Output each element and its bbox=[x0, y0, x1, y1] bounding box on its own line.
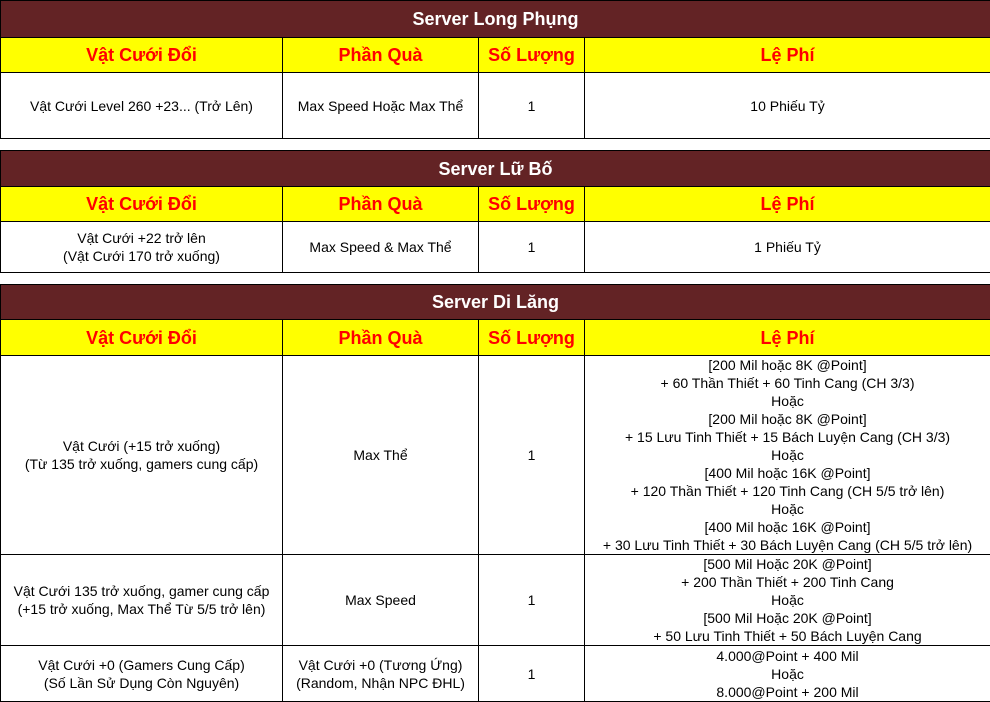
table-row: Vật Cưới (+15 trở xuống)(Từ 135 trở xuốn… bbox=[1, 356, 990, 555]
cell-line: (+15 trở xuống, Max Thể Từ 5/5 trở lên) bbox=[1, 600, 282, 618]
cell-line: Vật Cưới +22 trở lên bbox=[1, 229, 282, 247]
cell-line: Vật Cưới (+15 trở xuống) bbox=[1, 437, 282, 455]
table-row: Vật Cưới +22 trở lên(Vật Cưới 170 trở xu… bbox=[1, 222, 990, 273]
cell-line: (Từ 135 trở xuống, gamers cung cấp) bbox=[1, 455, 282, 473]
column-header-quantity: Số Lượng bbox=[479, 187, 585, 222]
cell-line: (Random, Nhận NPC ĐHL) bbox=[283, 674, 478, 692]
cell-line: Max Speed bbox=[283, 591, 478, 609]
cell-line: Vật Cưới 135 trở xuống, gamer cung cấp bbox=[1, 582, 282, 600]
cell-line: [500 Mil Hoặc 20K @Point] bbox=[585, 609, 990, 627]
cell-line: + 50 Lưu Tinh Thiết + 50 Bách Luyện Cang bbox=[585, 627, 990, 645]
cell-line: Vật Cưới Level 260 +23... (Trở Lên) bbox=[1, 97, 282, 115]
column-header-item: Vật Cưới Đổi bbox=[1, 187, 283, 222]
cell-line: Hoặc bbox=[585, 665, 990, 683]
column-header-reward: Phần Quà bbox=[283, 38, 479, 73]
cell-line: Max Speed Hoặc Max Thể bbox=[283, 97, 478, 115]
column-header-fee: Lệ Phí bbox=[585, 38, 990, 73]
cell-item: Vật Cưới +0 (Gamers Cung Cấp)(Số Lần Sử … bbox=[1, 646, 283, 702]
cell-line: + 15 Lưu Tinh Thiết + 15 Bách Luyện Cang… bbox=[585, 428, 990, 446]
cell-line: 1 Phiếu Tỷ bbox=[585, 238, 990, 256]
cell-line: Vật Cưới +0 (Gamers Cung Cấp) bbox=[1, 656, 282, 674]
server-title: Server Di Lăng bbox=[1, 285, 990, 320]
server-title: Server Long Phụng bbox=[1, 1, 990, 38]
column-header-item: Vật Cưới Đổi bbox=[1, 38, 283, 73]
cell-line: [200 Mil hoặc 8K @Point] bbox=[585, 356, 990, 374]
cell-line: [200 Mil hoặc 8K @Point] bbox=[585, 410, 990, 428]
cell-line: Hoặc bbox=[585, 591, 990, 609]
table-row: Vật Cưới Level 260 +23... (Trở Lên)Max S… bbox=[1, 73, 990, 139]
cell-line: + 120 Thần Thiết + 120 Tinh Cang (CH 5/5… bbox=[585, 482, 990, 500]
cell-line: 4.000@Point + 400 Mil bbox=[585, 647, 990, 665]
cell-fee: 1 Phiếu Tỷ bbox=[585, 222, 990, 273]
column-header-reward: Phần Quà bbox=[283, 187, 479, 222]
cell-quantity: 1 bbox=[479, 73, 585, 139]
cell-line: 10 Phiếu Tỷ bbox=[585, 97, 990, 115]
cell-line: Hoặc bbox=[585, 446, 990, 464]
cell-line: + 200 Thần Thiết + 200 Tinh Cang bbox=[585, 573, 990, 591]
table-row: Vật Cưới +0 (Gamers Cung Cấp)(Số Lần Sử … bbox=[1, 646, 990, 702]
cell-reward: Max Speed & Max Thể bbox=[283, 222, 479, 273]
column-header-quantity: Số Lượng bbox=[479, 38, 585, 73]
cell-line: Max Thể bbox=[283, 446, 478, 464]
cell-fee: [200 Mil hoặc 8K @Point]+ 60 Thần Thiết … bbox=[585, 356, 990, 555]
column-header-reward: Phần Quà bbox=[283, 320, 479, 356]
cell-reward: Max Speed bbox=[283, 555, 479, 646]
cell-line: Hoặc bbox=[585, 500, 990, 518]
cell-item: Vật Cưới 135 trở xuống, gamer cung cấp(+… bbox=[1, 555, 283, 646]
server-title: Server Lữ Bố bbox=[1, 151, 990, 187]
cell-quantity: 1 bbox=[479, 222, 585, 273]
cell-line: (Số Lần Sử Dụng Còn Nguyên) bbox=[1, 674, 282, 692]
table-row: Vật Cưới 135 trở xuống, gamer cung cấp(+… bbox=[1, 555, 990, 646]
column-header-fee: Lệ Phí bbox=[585, 320, 990, 356]
cell-line: Hoặc bbox=[585, 392, 990, 410]
cell-line: [400 Mil hoặc 16K @Point] bbox=[585, 464, 990, 482]
cell-line: [500 Mil Hoặc 20K @Point] bbox=[585, 555, 990, 573]
cell-quantity: 1 bbox=[479, 646, 585, 702]
cell-reward: Vật Cưới +0 (Tương Ứng)(Random, Nhận NPC… bbox=[283, 646, 479, 702]
cell-quantity: 1 bbox=[479, 555, 585, 646]
cell-line: Max Speed & Max Thể bbox=[283, 238, 478, 256]
cell-line: 8.000@Point + 200 Mil bbox=[585, 683, 990, 701]
cell-reward: Max Thể bbox=[283, 356, 479, 555]
cell-quantity: 1 bbox=[479, 356, 585, 555]
cell-fee: 10 Phiếu Tỷ bbox=[585, 73, 990, 139]
cell-line: Vật Cưới +0 (Tương Ứng) bbox=[283, 656, 478, 674]
cell-item: Vật Cưới Level 260 +23... (Trở Lên) bbox=[1, 73, 283, 139]
column-header-item: Vật Cưới Đổi bbox=[1, 320, 283, 356]
cell-reward: Max Speed Hoặc Max Thể bbox=[283, 73, 479, 139]
cell-item: Vật Cưới +22 trở lên(Vật Cưới 170 trở xu… bbox=[1, 222, 283, 273]
cell-line: (Vật Cưới 170 trở xuống) bbox=[1, 247, 282, 265]
column-header-fee: Lệ Phí bbox=[585, 187, 990, 222]
cell-line: [400 Mil hoặc 16K @Point] bbox=[585, 518, 990, 536]
cell-item: Vật Cưới (+15 trở xuống)(Từ 135 trở xuốn… bbox=[1, 356, 283, 555]
column-header-quantity: Số Lượng bbox=[479, 320, 585, 356]
cell-fee: [500 Mil Hoặc 20K @Point]+ 200 Thần Thiế… bbox=[585, 555, 990, 646]
cell-line: + 60 Thần Thiết + 60 Tinh Cang (CH 3/3) bbox=[585, 374, 990, 392]
cell-line: + 30 Lưu Tinh Thiết + 30 Bách Luyện Cang… bbox=[585, 536, 990, 554]
